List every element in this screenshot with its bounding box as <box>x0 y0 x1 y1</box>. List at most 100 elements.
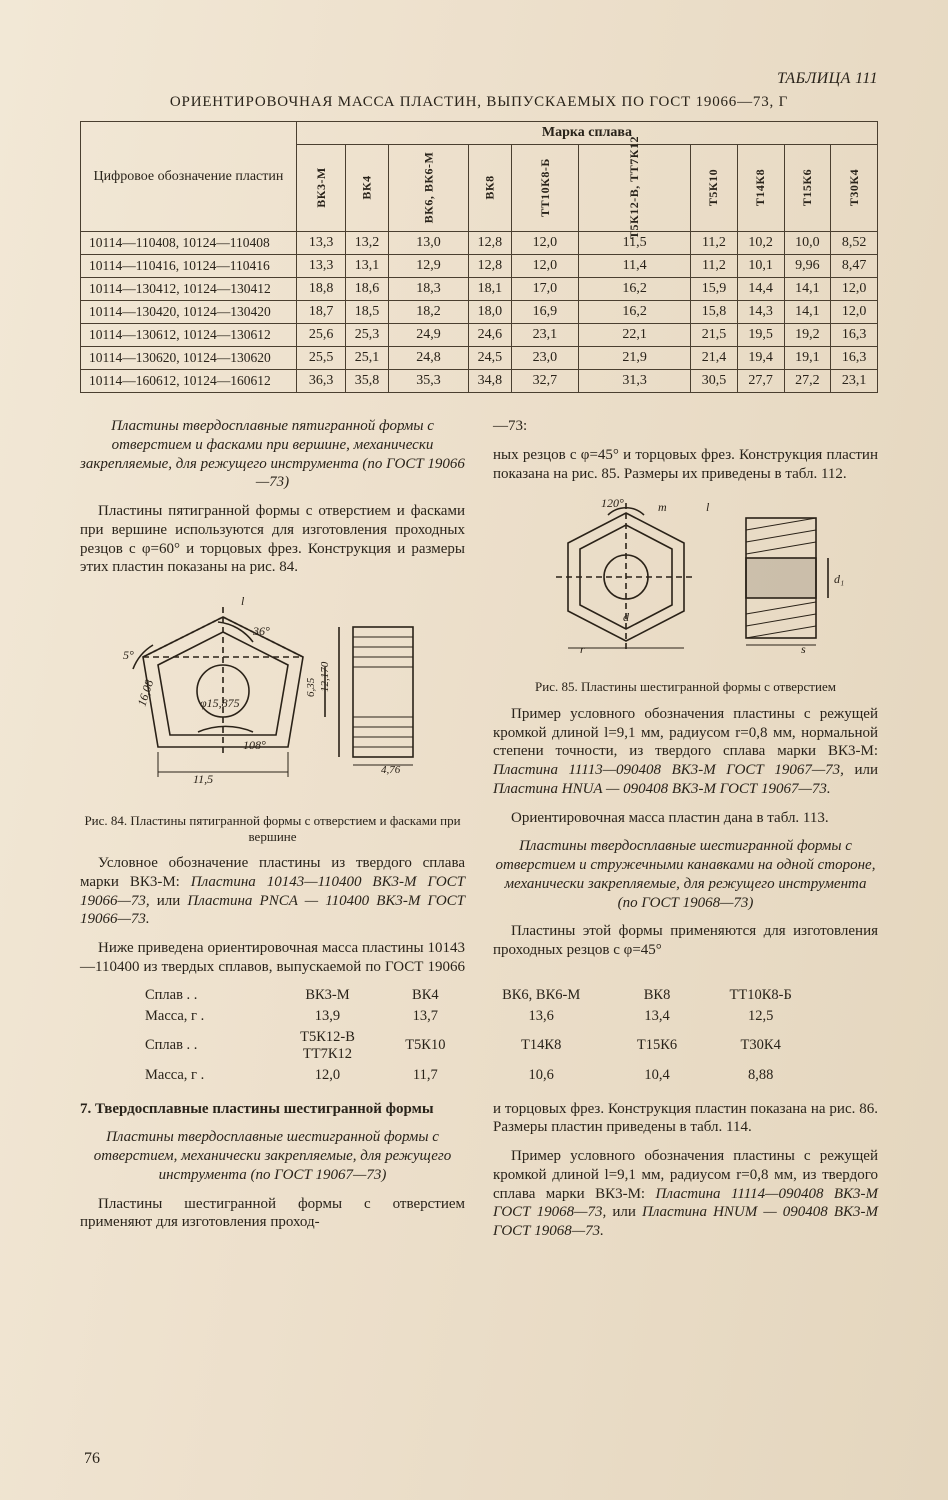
fig85-angle: 120° <box>601 496 624 510</box>
fig85-l: l <box>706 500 710 514</box>
table-cell: 35,8 <box>346 370 388 393</box>
table-cell: 24,6 <box>469 324 511 347</box>
table-cell: 27,7 <box>737 370 784 393</box>
page: ТАБЛИЦА 111 ОРИЕНТИРОВОЧНАЯ МАССА ПЛАСТИ… <box>0 0 948 1500</box>
fig84-dim-l: 11,5 <box>193 772 213 786</box>
left-p1: Пластины пятигранной формы с отверстием … <box>80 502 465 577</box>
fig84-dia: φ15,875 <box>200 696 240 710</box>
table-cell: 13,0 <box>388 232 469 255</box>
mass-cell: 10,4 <box>614 1065 701 1086</box>
table-cell: 18,0 <box>469 301 511 324</box>
table-111-col: Т5К10 <box>691 145 738 232</box>
table-111-col: Т5К12-В, ТТ7К12 <box>579 145 691 232</box>
text-ital: Пластина HNUA — 090408 ВК3-М ГОСТ 19067—… <box>493 781 831 797</box>
mass-cell: 11,7 <box>382 1065 469 1086</box>
text: или <box>854 762 878 778</box>
table-cell: 11,2 <box>691 232 738 255</box>
table-111-col: ТТ10К8-Б <box>511 145 579 232</box>
right-p1: Пример условного обозначения пластины с … <box>493 705 878 799</box>
fig84-angle3: 108° <box>243 738 266 752</box>
table-cell: 25,5 <box>296 347 346 370</box>
mass-cell: ТТ10К8-Б <box>700 985 821 1006</box>
mass-cell: 8,88 <box>700 1065 821 1086</box>
figure-84-svg: 36° 5° 108° φ15,875 16,08 11,5 l <box>103 587 443 807</box>
table-cell: 10,0 <box>784 232 831 255</box>
figure-85-caption: Рис. 85. Пластины шестигранной формы с о… <box>493 679 878 695</box>
fig84-dim-h: 12,170 <box>319 661 331 692</box>
table-cell: 36,3 <box>296 370 346 393</box>
table-cell: 27,2 <box>784 370 831 393</box>
table-cell: 16,3 <box>831 324 878 347</box>
text: Пример условного обозначения пластины с … <box>493 706 878 760</box>
section-7-head: 7. Твердосплавные пластины шестигранной … <box>80 1100 465 1119</box>
page-number: 76 <box>84 1450 100 1468</box>
right-p0: ных резцов с φ=45° и торцовых фрез. Конс… <box>493 446 878 484</box>
table-cell: 14,1 <box>784 301 831 324</box>
table-cell: 18,1 <box>469 278 511 301</box>
table-cell-label: 10114—130620, 10124—130620 <box>81 347 297 370</box>
figure-84: 36° 5° 108° φ15,875 16,08 11,5 l <box>80 587 465 844</box>
table-cell: 12,0 <box>831 278 878 301</box>
table-cell: 23,1 <box>511 324 579 347</box>
table-cell: 16,2 <box>579 278 691 301</box>
table-cell: 25,3 <box>346 324 388 347</box>
figure-84-caption: Рис. 84. Пластины пятигранной формы с от… <box>80 813 465 844</box>
left-p2: Условное обозначение пластины из твердог… <box>80 854 465 929</box>
table-row: 10114—130620, 10124—13062025,525,124,824… <box>81 347 878 370</box>
mass-label: Сплав . . <box>137 1027 273 1065</box>
table-111-col: Т14К8 <box>737 145 784 232</box>
table-cell: 13,1 <box>346 255 388 278</box>
table-cell: 15,9 <box>691 278 738 301</box>
table-cell: 10,1 <box>737 255 784 278</box>
table-cell: 34,8 <box>469 370 511 393</box>
table-cell: 8,52 <box>831 232 878 255</box>
mass-cell: 12,0 <box>273 1065 382 1086</box>
fig84-dim-f: 6,35 <box>305 677 317 697</box>
table-cell: 17,0 <box>511 278 579 301</box>
fig84-angle1: 36° <box>252 624 270 638</box>
table-cell: 12,0 <box>511 232 579 255</box>
table-cell: 21,5 <box>691 324 738 347</box>
figure-85: 120° m d r l <box>493 493 878 695</box>
bottom-right-p1: и торцовых фрез. Конструкция пластин пок… <box>493 1100 878 1138</box>
table-cell: 18,3 <box>388 278 469 301</box>
table-row: 10114—110416, 10124—11041613,313,112,912… <box>81 255 878 278</box>
table-cell: 12,8 <box>469 232 511 255</box>
fig85-d1: d₁ <box>834 572 844 586</box>
table-111-col: ВК8 <box>469 145 511 232</box>
table-cell: 15,8 <box>691 301 738 324</box>
table-cell: 18,6 <box>346 278 388 301</box>
table-cell: 18,5 <box>346 301 388 324</box>
mass-cell: 13,9 <box>273 1006 382 1027</box>
table-cell: 24,5 <box>469 347 511 370</box>
table-cell: 13,3 <box>296 232 346 255</box>
table-cell-label: 10114—110408, 10124—110408 <box>81 232 297 255</box>
fig85-d: d <box>623 610 630 624</box>
table-cell: 24,8 <box>388 347 469 370</box>
table-cell: 12,8 <box>469 255 511 278</box>
right-heading: Пластины твердосплавные шестигранной фор… <box>493 837 878 912</box>
mass-cell: Т5К10 <box>382 1027 469 1065</box>
right-p2: Ориентировочная масса пластин дана в таб… <box>493 809 878 828</box>
table-cell: 8,47 <box>831 255 878 278</box>
table-111-superheader: Марка сплава <box>296 122 877 145</box>
table-cell-label: 10114—130612, 10124—130612 <box>81 324 297 347</box>
mass-cell: 13,4 <box>614 1006 701 1027</box>
fig84-dim-s: 4,76 <box>381 764 401 776</box>
mass-label: Масса, г . <box>137 1065 273 1086</box>
table-111-col: ВК6, ВК6-М <box>388 145 469 232</box>
table-cell-label: 10114—130420, 10124—130420 <box>81 301 297 324</box>
left-heading: Пластины твердосплавные пятигранной форм… <box>80 417 465 492</box>
table-row: 10114—130412, 10124—13041218,818,618,318… <box>81 278 878 301</box>
table-cell: 13,2 <box>346 232 388 255</box>
bottom-left-p1: Пластины шестигранной формы с отверстием… <box>80 1195 465 1233</box>
table-111-title: ОРИЕНТИРОВОЧНАЯ МАССА ПЛАСТИН, ВЫПУСКАЕМ… <box>80 94 878 111</box>
table-cell: 35,3 <box>388 370 469 393</box>
text: или <box>612 1204 642 1220</box>
table-cell: 24,9 <box>388 324 469 347</box>
table-cell: 12,0 <box>831 301 878 324</box>
table-cell: 21,9 <box>579 347 691 370</box>
figure-85-svg: 120° m d r l <box>516 493 856 673</box>
table-cell: 14,3 <box>737 301 784 324</box>
fig84-edge: 16,08 <box>134 678 156 708</box>
